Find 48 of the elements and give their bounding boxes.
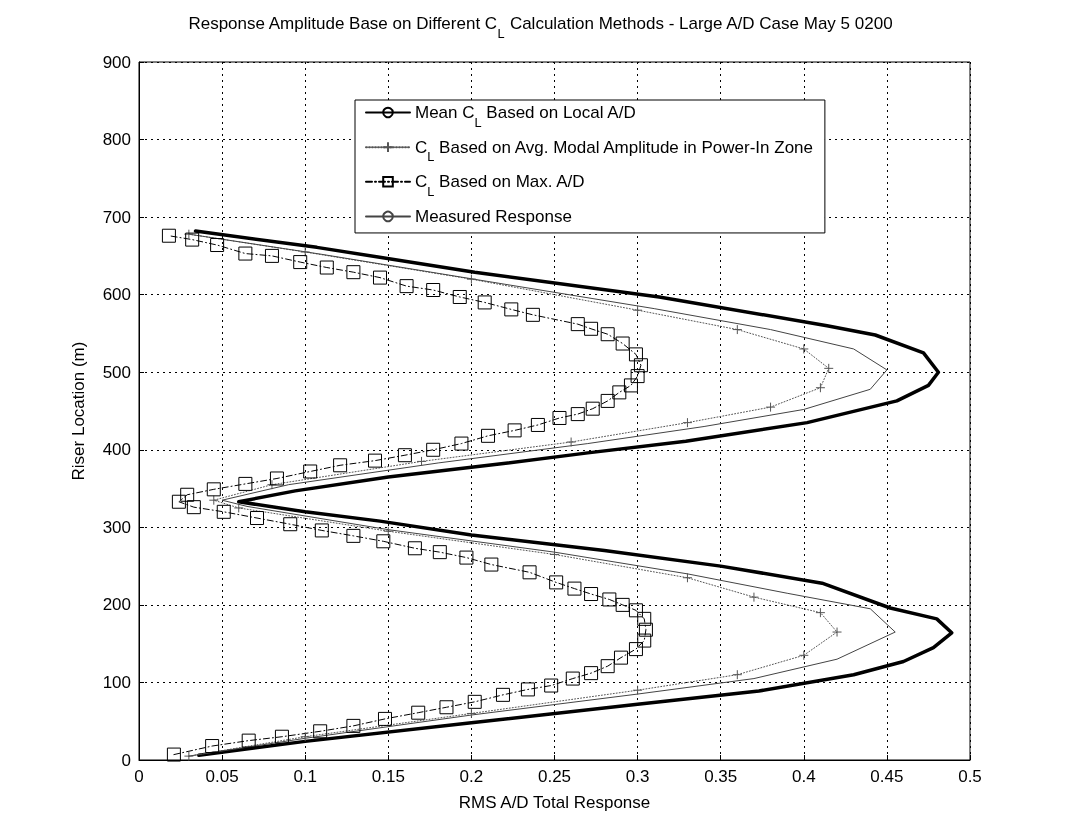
y-tick-label: 700 [102,207,131,227]
y-tick-label: 600 [102,285,131,305]
point [416,456,427,467]
x-tick-label: 0.2 [459,767,484,786]
y-tick-label: 900 [102,52,131,72]
point [798,650,809,661]
point [208,495,219,506]
y-tick-label: 0 [121,750,131,770]
point [466,708,477,719]
point [832,627,843,638]
x-tick-label: 0.45 [870,767,904,786]
point [765,402,776,413]
y-tick-label: 200 [102,595,131,615]
point [233,502,244,513]
x-tick-label: 0.1 [293,767,318,786]
point [732,669,743,680]
point [566,437,577,448]
point [632,685,643,696]
x-axis-title: RMS A/D Total Response [458,793,651,812]
point [748,592,759,603]
point [823,363,834,374]
x-tick-label: 0 [134,767,144,786]
y-tick-label: 400 [102,440,131,460]
x-tick-label: 0.5 [958,767,982,786]
y-tick-label: 800 [102,130,131,150]
point [815,382,826,393]
point [732,324,743,335]
y-tick-label: 500 [102,362,131,382]
x-tick-label: 0.05 [205,767,239,786]
y-tick-label: 100 [102,672,131,692]
x-tick-label: 0.15 [371,767,405,786]
point [815,607,826,618]
x-tick-label: 0.35 [704,767,738,786]
x-tick-label: 0.4 [791,767,816,786]
point [798,343,809,354]
point [682,417,693,428]
point [632,305,643,316]
point [300,247,311,258]
y-axis-title: Riser Location (m) [69,341,88,481]
point [682,572,693,583]
point [300,731,311,742]
y-tick-label: 300 [102,517,131,537]
legend-label: Measured Response [415,206,572,226]
x-tick-label: 0.25 [537,767,572,786]
point [183,751,194,762]
point [183,229,194,240]
x-tick-label: 0.3 [625,767,650,786]
point [466,274,477,285]
